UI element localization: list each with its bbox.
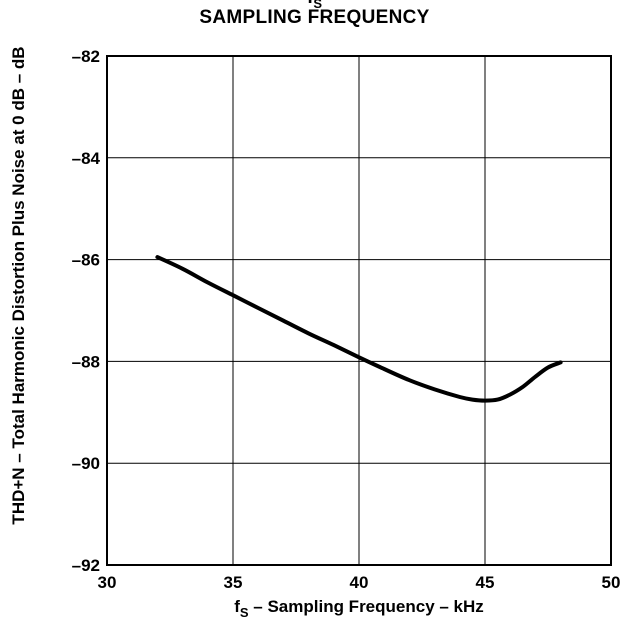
- y-axis-label: THD+N – Total Harmonic Distortion Plus N…: [9, 46, 28, 524]
- y-tick-label: –88: [72, 352, 100, 371]
- plot-frame: [106, 55, 612, 566]
- x-axis-label: fS – Sampling Frequency – kHz: [234, 597, 484, 620]
- x-tick-label: 30: [98, 573, 117, 592]
- chart-title: SAMPLING FREQUENCY: [199, 7, 430, 28]
- chart-title-top: fS: [307, 0, 322, 11]
- x-tick-label: 40: [350, 573, 369, 592]
- y-tick-label: –82: [72, 47, 100, 66]
- x-tick-label: 35: [224, 573, 243, 592]
- y-tick-label: –92: [72, 556, 100, 575]
- x-tick-label: 45: [476, 573, 495, 592]
- y-axis: –82 –84 –86 –88 –90 –92: [72, 47, 101, 575]
- x-axis: 30 35 40 45 50: [98, 573, 621, 592]
- y-tick-label: –90: [72, 454, 100, 473]
- y-tick-label: –86: [72, 251, 100, 270]
- series-line: [155, 255, 563, 403]
- y-tick-label: –84: [72, 149, 101, 168]
- grid: [106, 55, 612, 566]
- x-tick-label: 50: [602, 573, 621, 592]
